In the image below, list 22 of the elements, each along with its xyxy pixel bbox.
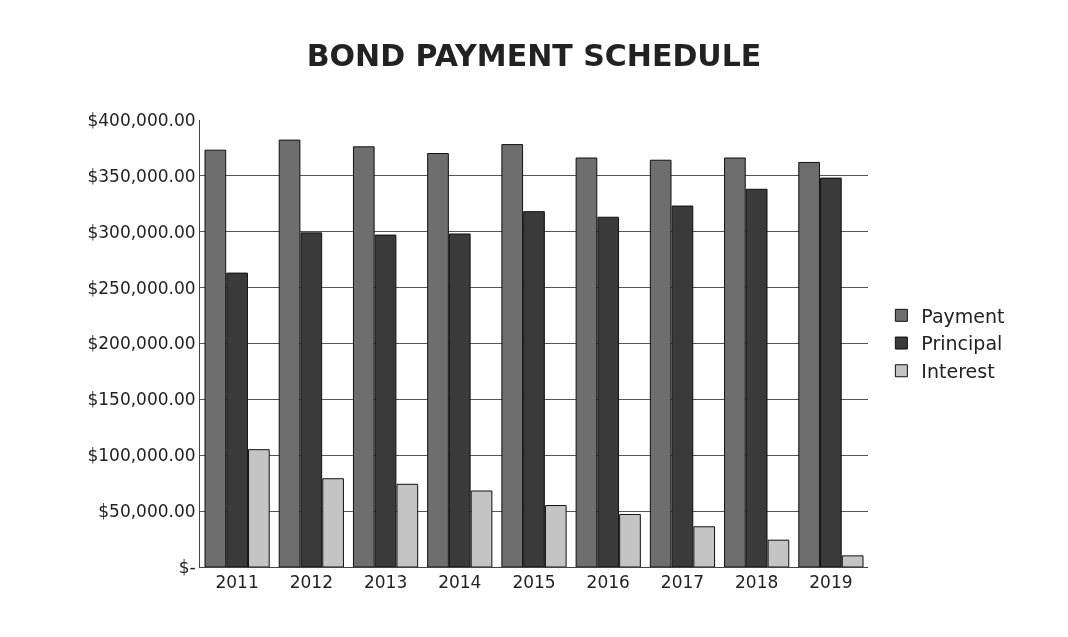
y-tick-label: $200,000.00: [87, 333, 196, 354]
x-tick-label: 2016: [586, 572, 630, 593]
x-tick-label: 2014: [438, 572, 482, 593]
y-tick-label: $150,000.00: [87, 389, 196, 410]
legend-label: Principal: [921, 332, 1003, 355]
x-tick-label: 2017: [660, 572, 705, 593]
x-tick-label: 2011: [215, 572, 259, 593]
y-tick-label: $300,000.00: [87, 221, 196, 242]
x-tick-label: 2019: [809, 572, 853, 593]
x-tick-label: 2013: [363, 572, 408, 593]
x-tick-label: 2015: [512, 572, 556, 593]
y-tick-label: $50,000.00: [98, 501, 196, 522]
y-tick-label: $-: [178, 556, 196, 577]
y-tick-label: $250,000.00: [87, 277, 196, 298]
y-tick-label: $350,000.00: [87, 165, 196, 186]
legend-label: Payment: [921, 304, 1005, 327]
chart-title: BOND PAYMENT SCHEDULE: [306, 37, 762, 73]
legend-label: Interest: [921, 360, 995, 383]
y-tick-label: $400,000.00: [87, 109, 196, 130]
x-tick-label: 2018: [735, 572, 779, 593]
x-tick-label: 2012: [289, 572, 333, 593]
y-tick-label: $100,000.00: [87, 445, 196, 466]
